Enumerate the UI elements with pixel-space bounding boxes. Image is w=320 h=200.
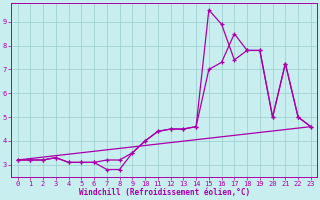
X-axis label: Windchill (Refroidissement éolien,°C): Windchill (Refroidissement éolien,°C)	[79, 188, 250, 197]
